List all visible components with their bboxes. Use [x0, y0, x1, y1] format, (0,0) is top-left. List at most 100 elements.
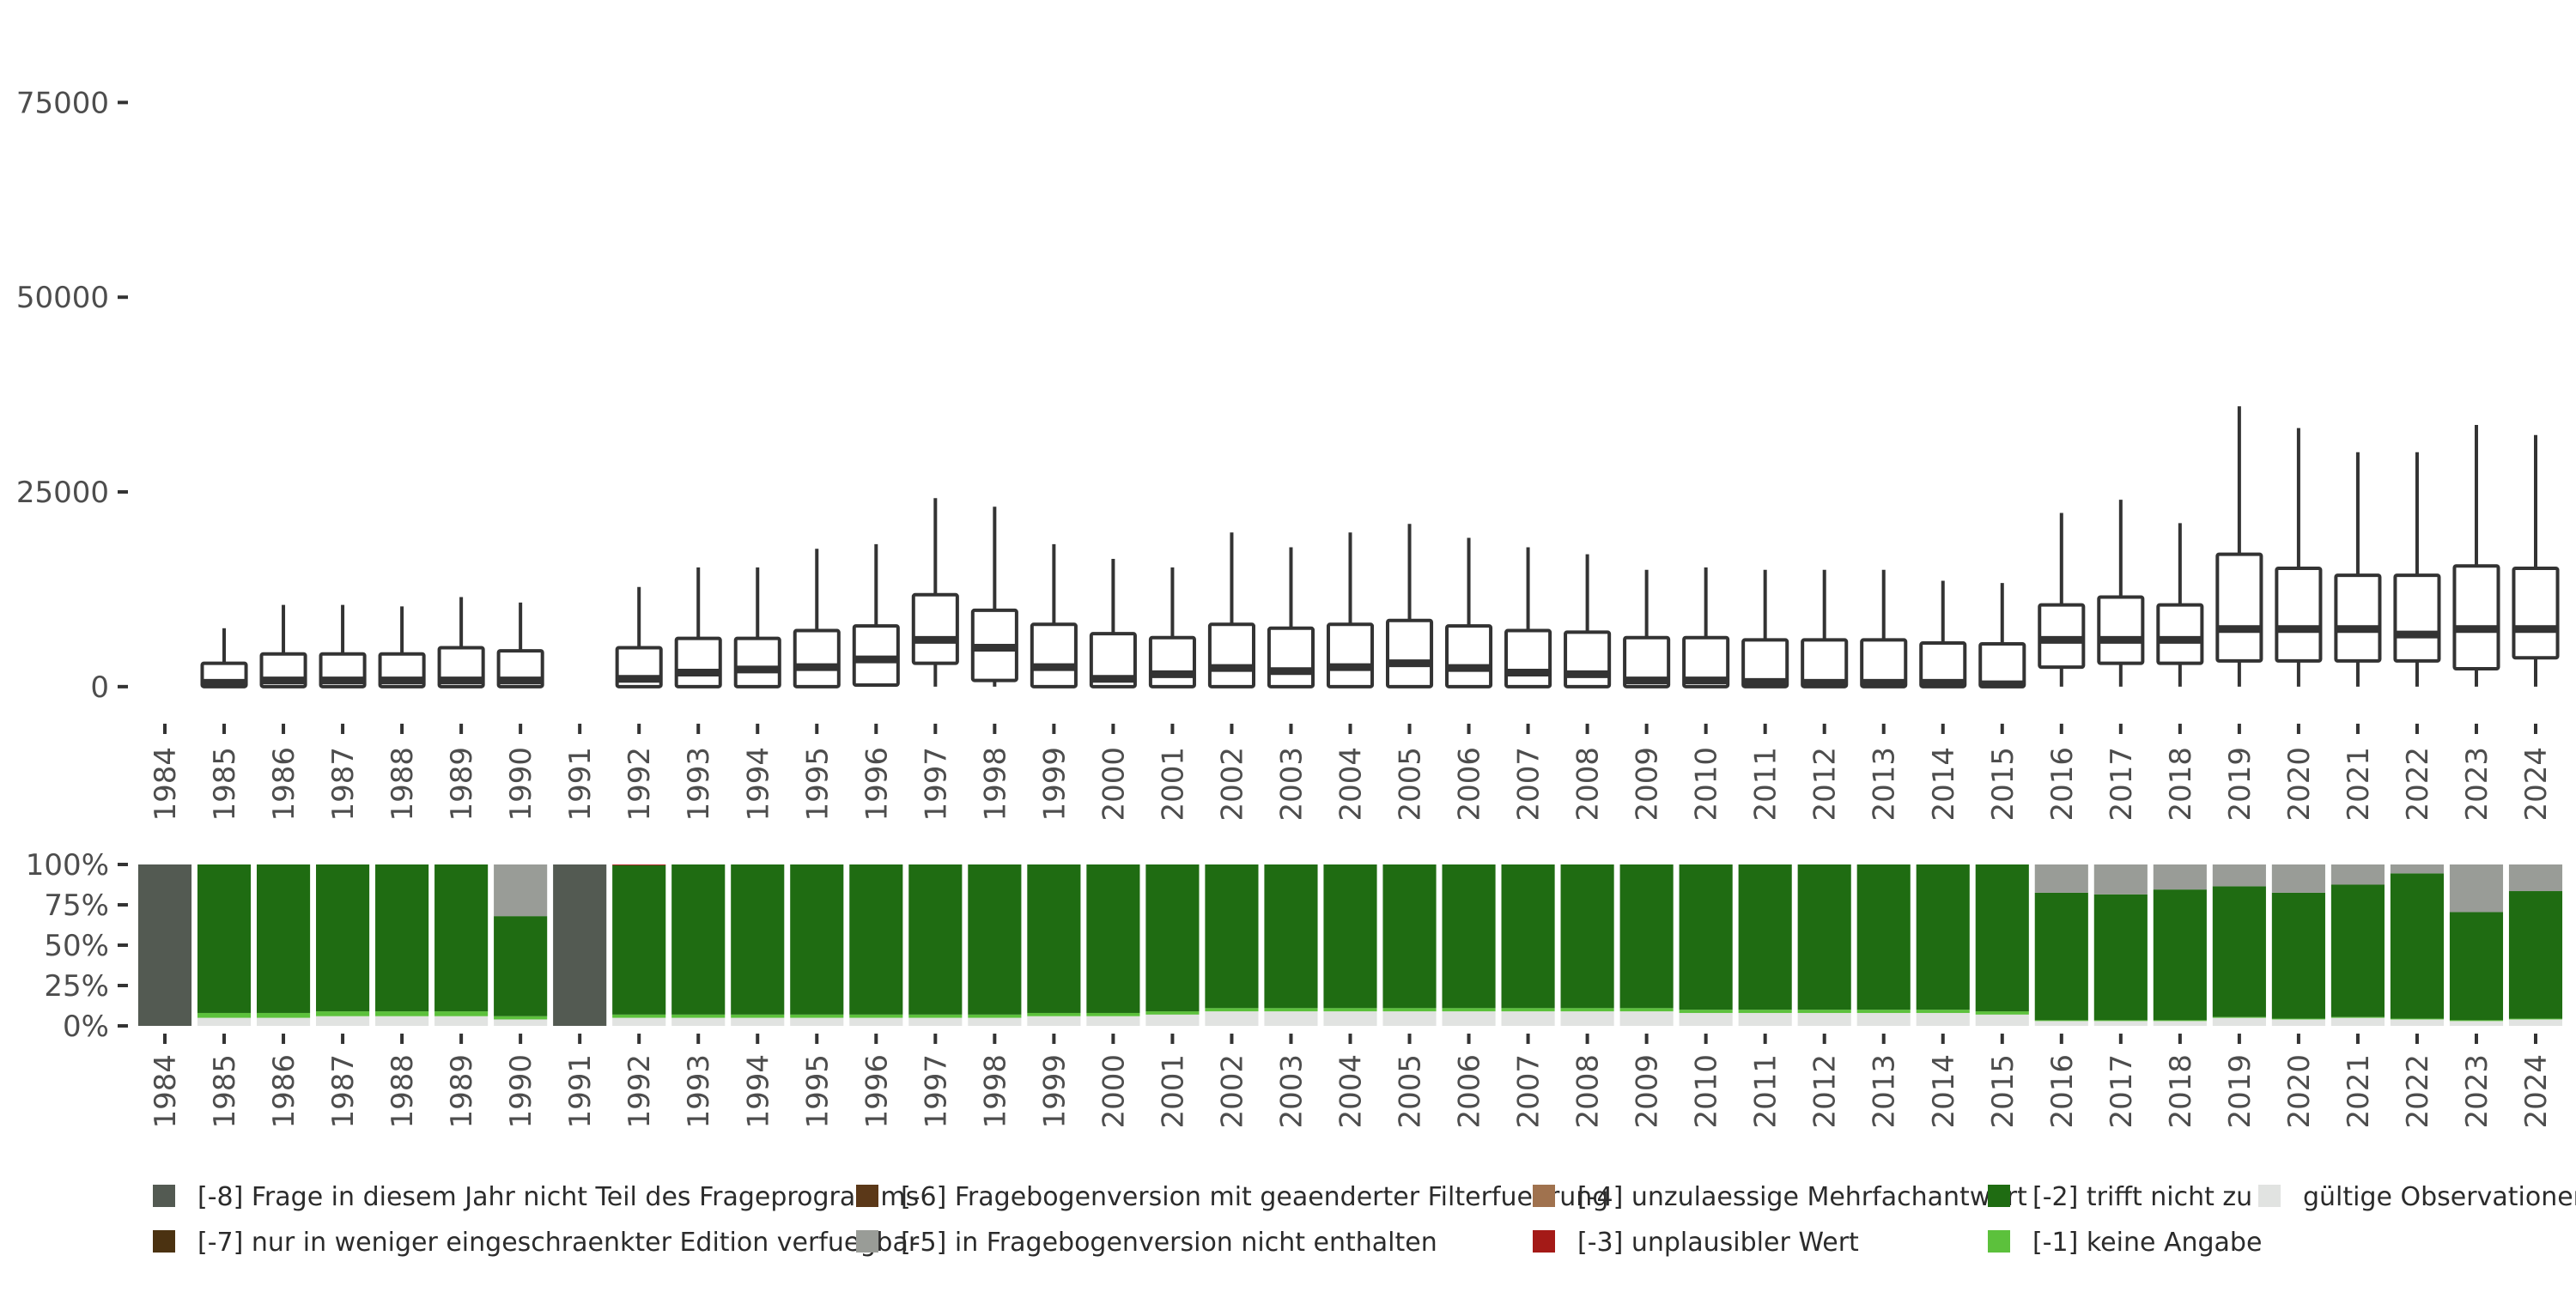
- legend-item: [-3] unplausibler Wert: [1533, 1228, 1859, 1258]
- x-tick-label: 1998: [978, 1054, 1012, 1129]
- stacked-bar-panel: 0% 25% 50% 75% 100% 1984 1985 1986 1987 1988 1989 1…: [26, 848, 2563, 1129]
- bar-segment: [1738, 1012, 1792, 1026]
- bar-2023: [2449, 864, 2504, 1026]
- x-tick-label: 1998: [978, 747, 1012, 822]
- x-tick-label: 2010: [1690, 1054, 1724, 1129]
- x-tick-label: 1999: [1037, 1054, 1072, 1129]
- bar-segment: [1679, 1012, 1733, 1026]
- y-tick-label: 0%: [63, 1010, 109, 1044]
- bar-segment: [1560, 1008, 1614, 1012]
- bar-segment: [2271, 1019, 2325, 1026]
- box-2006: [1445, 537, 1493, 688]
- x-tick-label: 1988: [386, 747, 420, 822]
- bar-segment: [2093, 894, 2148, 1021]
- x-tick-label: 2011: [1749, 1054, 1783, 1129]
- bar-segment: [612, 1014, 666, 1018]
- legend-label: [-7] nur in weniger eingeschraenkter Edi…: [197, 1228, 920, 1258]
- bar-1985: [197, 864, 252, 1026]
- bar-segment: [2390, 873, 2445, 1019]
- bar-segment: [1738, 1010, 1792, 1013]
- legend-swatch: [1988, 1185, 2010, 1207]
- bar-2022: [2390, 864, 2445, 1026]
- bar-2007: [1501, 864, 1555, 1026]
- x-tick-label: 1986: [267, 747, 301, 822]
- bar-segment: [316, 1016, 370, 1026]
- box-iqr: [1919, 641, 1967, 688]
- box-1997: [911, 498, 959, 687]
- bar-segment: [1560, 1011, 1614, 1026]
- bar-segment: [2508, 891, 2563, 1019]
- bar-2005: [1382, 864, 1437, 1026]
- bar-1999: [1027, 864, 1081, 1026]
- bar-segment: [1797, 864, 1851, 1010]
- x-tick-label: 2000: [1097, 747, 1131, 822]
- legend-label: [-1] keine Angabe: [2032, 1228, 2262, 1258]
- bar-2019: [2212, 864, 2266, 1026]
- box-2020: [2275, 428, 2323, 687]
- bar-segment: [2153, 1021, 2207, 1026]
- bar-2010: [1679, 864, 1733, 1026]
- x-tick-label: 1995: [800, 747, 835, 822]
- x-tick-label: 2001: [1156, 747, 1190, 822]
- legend-label: [-5] in Fragebogenversion nicht enthalte…: [901, 1228, 1437, 1258]
- bar-segment: [1679, 1010, 1733, 1013]
- legend-swatch: [1988, 1230, 2010, 1253]
- x-tick-label: 2021: [2342, 747, 2376, 822]
- bar-segment: [1916, 1012, 1970, 1026]
- box-2022: [2393, 452, 2441, 687]
- bar-segment: [1619, 864, 1674, 1009]
- bar-segment: [1205, 1011, 1259, 1026]
- x-tick-label: 2023: [2460, 1054, 2494, 1129]
- bar-segment: [1086, 1016, 1140, 1026]
- bar-1991: [553, 864, 607, 1026]
- bar-segment: [1856, 1010, 1911, 1013]
- bar-segment: [197, 1017, 252, 1026]
- bar-segment: [1027, 1012, 1081, 1016]
- box-1987: [319, 604, 367, 688]
- box-iqr: [1089, 632, 1137, 688]
- legend-swatch: [1533, 1230, 1555, 1253]
- box-iqr: [1564, 630, 1612, 688]
- x-tick-label: 2022: [2401, 747, 2435, 822]
- bar-segment: [2449, 1021, 2504, 1026]
- bar-segment: [256, 1012, 311, 1018]
- x-tick-label: 1997: [919, 747, 953, 822]
- box-2021: [2334, 452, 2382, 687]
- box-1996: [852, 543, 900, 688]
- bar-1986: [256, 864, 311, 1026]
- box-iqr: [1445, 624, 1493, 688]
- bar-2011: [1738, 864, 1792, 1026]
- bar-segment: [1382, 864, 1437, 1009]
- bar-segment: [2449, 864, 2504, 913]
- bar-segment: [256, 864, 311, 1013]
- bar-segment: [1679, 864, 1733, 1010]
- y-tick-label: 75%: [44, 889, 109, 923]
- x-tick-label: 2010: [1690, 747, 1724, 822]
- x-tick-label: 2006: [1453, 747, 1487, 822]
- bar-segment: [1856, 864, 1911, 1010]
- bar-1987: [316, 864, 370, 1026]
- y-tick-label: 50%: [44, 929, 109, 963]
- box-2014: [1919, 580, 1967, 688]
- x-tick-label: 2019: [2223, 1054, 2257, 1129]
- x-tick-label: 1992: [623, 1054, 657, 1129]
- bar-segment: [1975, 864, 2029, 1012]
- bar-segment: [2330, 1017, 2385, 1026]
- box-2007: [1504, 547, 1552, 688]
- box-iqr: [1504, 628, 1552, 688]
- bar-segment: [1797, 1012, 1851, 1026]
- x-tick-label: 1984: [149, 747, 183, 822]
- x-tick-label: 2009: [1631, 1054, 1665, 1129]
- x-tick-label: 1991: [563, 747, 598, 822]
- x-tick-label: 1985: [208, 1054, 242, 1129]
- x-tick-label: 2009: [1631, 747, 1665, 822]
- legend-item: gültige Observationen: [2258, 1182, 2576, 1212]
- bar-segment: [2212, 886, 2266, 1017]
- box-2016: [2038, 513, 2086, 687]
- x-tick-label: 1987: [326, 747, 361, 822]
- box-iqr: [1801, 638, 1849, 688]
- bar-1989: [434, 864, 489, 1026]
- bar-segment: [2390, 1019, 2445, 1026]
- legend-label: gültige Observationen: [2303, 1182, 2576, 1212]
